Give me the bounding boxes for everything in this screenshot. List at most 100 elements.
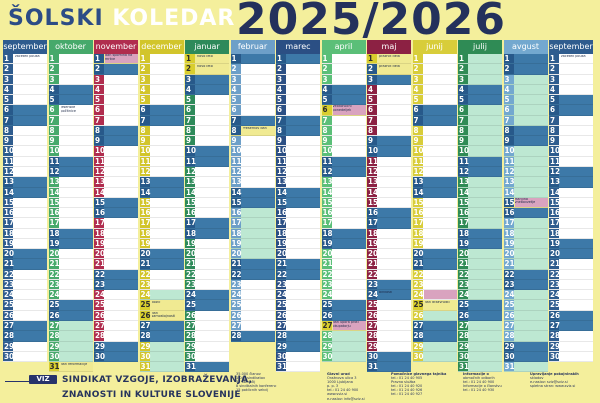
day-row[interactable]: 10	[185, 146, 229, 157]
day-row[interactable]: 15	[48, 197, 93, 209]
day-row[interactable]: 24	[549, 290, 593, 301]
day-row[interactable]: 28	[276, 331, 320, 342]
day-row[interactable]: 12	[276, 166, 320, 178]
day-row[interactable]: 15	[185, 197, 229, 209]
day-row[interactable]: 29	[412, 341, 457, 352]
day-row[interactable]: 25	[458, 300, 502, 311]
day-row[interactable]: 24	[3, 290, 47, 301]
day-row[interactable]: 25	[230, 300, 275, 311]
day-row[interactable]: 17	[94, 218, 138, 229]
day-row[interactable]: 15	[321, 197, 366, 209]
day-row[interactable]: 6	[503, 105, 548, 116]
day-row[interactable]: 6	[94, 105, 138, 116]
day-row[interactable]: 13	[230, 177, 275, 188]
day-row[interactable]: 8	[321, 125, 366, 137]
day-row[interactable]: 22	[503, 269, 548, 280]
day-row[interactable]: 30	[276, 351, 320, 363]
day-row[interactable]: 29	[276, 341, 320, 352]
day-row[interactable]: 25 božič	[139, 300, 184, 311]
day-row[interactable]: 17	[503, 218, 548, 229]
day-row[interactable]: 13	[3, 177, 47, 188]
day-row[interactable]: 7	[367, 115, 411, 126]
day-row[interactable]: 9	[412, 136, 457, 147]
day-row[interactable]: 5	[48, 95, 93, 106]
day-row[interactable]: 1	[458, 54, 502, 65]
day-row[interactable]: 31	[503, 362, 548, 373]
day-row[interactable]: 21	[139, 259, 184, 270]
day-row[interactable]: 22	[458, 269, 502, 280]
day-row[interactable]: 18	[48, 228, 93, 239]
day-row[interactable]: 20	[276, 249, 320, 260]
day-row[interactable]: 21	[367, 259, 411, 270]
day-row[interactable]: 14	[503, 187, 548, 198]
day-row[interactable]: 7	[230, 115, 275, 126]
day-row[interactable]: 3	[139, 74, 184, 85]
day-row[interactable]: 8	[458, 125, 502, 137]
day-row[interactable]: 13	[503, 177, 548, 188]
day-row[interactable]: 16	[503, 208, 548, 219]
day-row[interactable]: 5	[412, 95, 457, 106]
day-row[interactable]: 17	[185, 218, 229, 229]
day-row[interactable]: 1	[412, 54, 457, 65]
day-row[interactable]: 10	[48, 146, 93, 157]
day-row[interactable]: 10	[321, 146, 366, 157]
day-row[interactable]: 16	[412, 208, 457, 219]
day-row[interactable]: 17	[321, 218, 366, 229]
day-row[interactable]: 21	[230, 259, 275, 270]
day-row[interactable]: 14	[139, 187, 184, 198]
day-row[interactable]: 8	[503, 125, 548, 137]
day-row[interactable]: 23	[367, 279, 411, 291]
day-row[interactable]: 14	[458, 187, 502, 198]
day-row[interactable]: 14	[230, 187, 275, 198]
day-row[interactable]: 18	[94, 228, 138, 239]
day-row[interactable]: 6	[230, 105, 275, 116]
day-row[interactable]: 24	[276, 290, 320, 301]
day-row[interactable]: 4	[367, 84, 411, 96]
day-row[interactable]: 25	[94, 300, 138, 311]
day-row[interactable]: 2	[94, 64, 138, 75]
day-row[interactable]: 4	[549, 84, 593, 96]
day-row[interactable]: 3	[3, 74, 47, 85]
day-row[interactable]: 16	[139, 208, 184, 219]
day-row[interactable]: 19	[94, 238, 138, 250]
day-row[interactable]: 29	[549, 341, 593, 352]
day-row[interactable]: 29	[503, 341, 548, 352]
day-row[interactable]: 12	[94, 166, 138, 178]
day-row[interactable]: 12	[458, 166, 502, 178]
day-row[interactable]: 18	[276, 228, 320, 239]
day-row[interactable]: 12	[3, 166, 47, 178]
day-row[interactable]: 7	[94, 115, 138, 126]
day-row[interactable]: 30	[503, 351, 548, 363]
day-row[interactable]: 8	[139, 125, 184, 137]
day-row[interactable]: 13	[321, 177, 366, 188]
day-row[interactable]: 25	[3, 300, 47, 311]
day-row[interactable]: 26	[412, 310, 457, 322]
day-row[interactable]: 21	[48, 259, 93, 270]
day-row[interactable]: 31 dan reformacije	[48, 362, 93, 373]
day-row[interactable]: 27	[503, 321, 548, 332]
day-row[interactable]: 1	[503, 54, 548, 65]
day-row[interactable]: 6 jesenske počitnice	[48, 105, 93, 116]
day-row[interactable]: 24	[230, 290, 275, 301]
day-row[interactable]: 13	[549, 177, 593, 188]
day-row[interactable]: 25	[367, 300, 411, 311]
day-row[interactable]: 12	[367, 166, 411, 178]
day-row[interactable]: 2	[412, 64, 457, 75]
day-row[interactable]: 20	[230, 249, 275, 260]
day-row[interactable]: 5	[458, 95, 502, 106]
day-row[interactable]: 12	[549, 166, 593, 178]
day-row[interactable]: 5	[230, 95, 275, 106]
day-row[interactable]: 25 dan državnosti	[412, 300, 457, 311]
day-row[interactable]: 5	[367, 95, 411, 106]
day-row[interactable]: 15	[139, 197, 184, 209]
day-row[interactable]: 5	[276, 95, 320, 106]
day-row[interactable]: 13	[412, 177, 457, 188]
day-row[interactable]: 31	[276, 362, 320, 373]
day-row[interactable]: 23	[412, 279, 457, 291]
day-row[interactable]: 13	[276, 177, 320, 188]
day-row[interactable]: 16	[458, 208, 502, 219]
day-row[interactable]: 4	[94, 84, 138, 96]
day-row[interactable]: 20	[185, 249, 229, 260]
day-row[interactable]: 28	[230, 331, 275, 342]
day-row[interactable]: 21	[503, 259, 548, 270]
